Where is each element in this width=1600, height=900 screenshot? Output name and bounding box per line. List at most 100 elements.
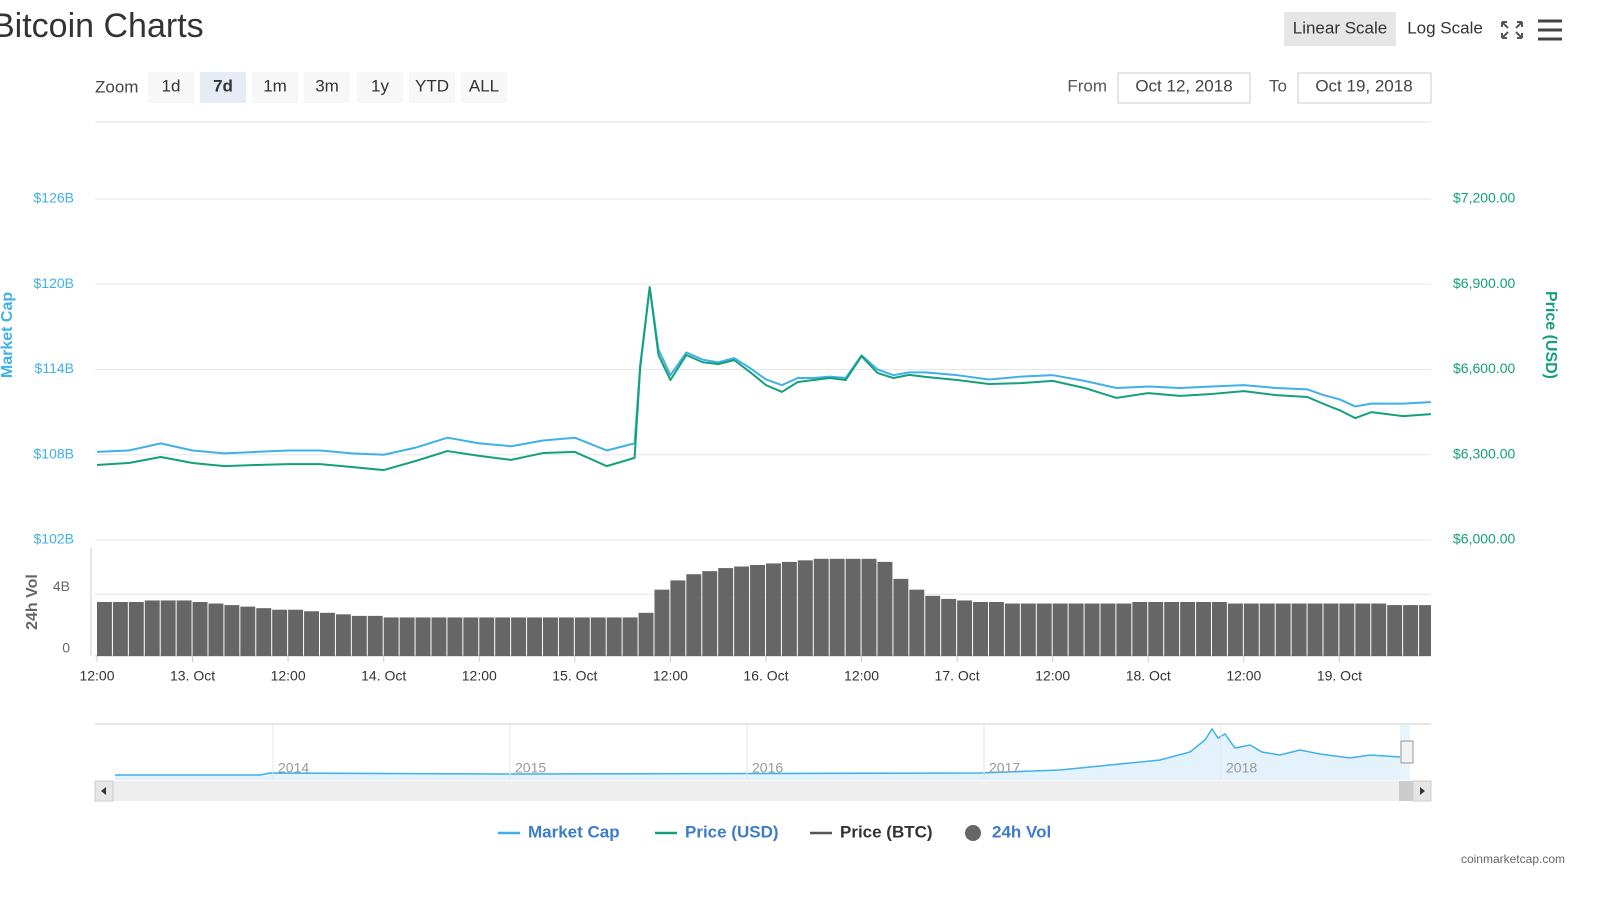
- vol-bar: [240, 606, 256, 656]
- series-line: [96, 286, 1431, 456]
- zoom-button[interactable]: 1d: [162, 76, 181, 95]
- scroll-right-arrow: [1420, 787, 1425, 795]
- vol-bar: [1211, 602, 1227, 656]
- x-tick-label: 12:00: [462, 668, 497, 684]
- zoom-button[interactable]: 1y: [371, 76, 389, 95]
- vol-bar: [734, 566, 750, 656]
- x-tick-label: 17. Oct: [935, 668, 980, 684]
- navigator-handle[interactable]: [1400, 740, 1414, 764]
- from-label: From: [1067, 76, 1107, 95]
- vol-bar: [1068, 603, 1084, 656]
- zoom-button-bg[interactable]: [357, 72, 403, 103]
- vol-bar: [1116, 603, 1132, 656]
- scale-button[interactable]: Log Scale: [1407, 18, 1483, 37]
- x-tick-label: 12:00: [844, 668, 879, 684]
- vol-bar: [1419, 605, 1431, 656]
- y-tick-label: $102B: [34, 531, 74, 547]
- zoom-button-bg[interactable]: [409, 72, 455, 103]
- vol-bar: [367, 615, 383, 656]
- legend-label[interactable]: 24h Vol: [992, 822, 1051, 841]
- x-tick-label: 12:00: [1226, 668, 1261, 684]
- plot-area: [96, 286, 1431, 656]
- y2-tick-label: $6,600.00: [1453, 360, 1515, 376]
- x-tick-label: 16. Oct: [743, 668, 788, 684]
- from-input[interactable]: [1117, 72, 1251, 104]
- navigator: [94, 723, 1432, 802]
- from-date: Oct 12, 2018: [1135, 76, 1232, 95]
- vol-bar: [399, 617, 415, 656]
- vol-bar: [112, 602, 128, 656]
- x-tick-label: 13. Oct: [170, 668, 215, 684]
- navigator-label: 2015: [515, 760, 546, 776]
- vol-bar: [1291, 603, 1307, 656]
- vol-bar: [1227, 603, 1243, 656]
- to-date: Oct 19, 2018: [1315, 76, 1412, 95]
- legend-label[interactable]: Market Cap: [528, 822, 620, 841]
- vol-bar: [957, 600, 973, 656]
- zoom-button[interactable]: 3m: [315, 76, 339, 95]
- vol-bar: [1004, 603, 1020, 656]
- zoom-button[interactable]: 1m: [263, 76, 287, 95]
- vol-bar: [1180, 602, 1196, 656]
- vol-bar: [160, 600, 176, 656]
- y-tick-label: $120B: [34, 275, 74, 291]
- zoom-button[interactable]: YTD: [415, 76, 449, 95]
- y-axis-title: Market Cap: [0, 292, 16, 378]
- vol-bar: [208, 603, 224, 656]
- navigator-label: 2017: [989, 760, 1020, 776]
- vol-bar: [272, 609, 288, 656]
- vol-bar: [829, 558, 845, 656]
- legend-marker[interactable]: [965, 825, 981, 841]
- vol-bar: [1387, 605, 1403, 656]
- x-tick-label: 12:00: [653, 668, 688, 684]
- vol-bar: [1020, 603, 1036, 656]
- vol-bar: [335, 614, 351, 656]
- to-input[interactable]: [1297, 72, 1432, 104]
- vol-bar: [1259, 603, 1275, 656]
- x-tick-label: 15. Oct: [552, 668, 597, 684]
- vol-bar: [319, 612, 335, 656]
- y2-tick-label: $7,200.00: [1453, 190, 1515, 206]
- y-tick-label: $114B: [35, 360, 74, 376]
- y2-tick-label: $6,900.00: [1453, 275, 1515, 291]
- vol-axis-title: 24h Vol: [24, 574, 41, 630]
- vol-bar: [1403, 605, 1419, 656]
- vol-bar: [1036, 603, 1052, 656]
- scrollbar-thumb[interactable]: [1399, 781, 1413, 801]
- vol-bar: [670, 580, 686, 656]
- vol-bar: [574, 617, 590, 656]
- to-label: To: [1269, 76, 1287, 95]
- zoom-button-bg[interactable]: [461, 72, 507, 103]
- zoom-button[interactable]: ALL: [469, 76, 499, 95]
- legend-label[interactable]: Price (USD): [685, 822, 779, 841]
- vol-bar: [415, 617, 431, 656]
- vol-bar: [511, 617, 527, 656]
- vol-bar: [1339, 603, 1355, 656]
- expand-icon[interactable]: [1501, 21, 1523, 39]
- zoom-button[interactable]: 7d: [213, 76, 233, 95]
- x-tick-label: 14. Oct: [361, 668, 406, 684]
- scrollbar-track[interactable]: [95, 781, 1431, 801]
- series-line: [96, 286, 1431, 472]
- y-tick-label: $108B: [34, 445, 74, 461]
- vol-bar: [925, 595, 941, 656]
- vol-bar: [351, 615, 367, 656]
- zoom-button-bg[interactable]: [252, 72, 298, 103]
- vol-bar: [463, 617, 479, 656]
- zoom-button-bg[interactable]: [148, 72, 194, 103]
- zoom-button-bg[interactable]: [200, 72, 246, 103]
- vol-bar: [1084, 603, 1100, 656]
- vol-bar: [941, 598, 957, 656]
- zoom-button-bg[interactable]: [304, 72, 350, 103]
- vol-bar: [988, 602, 1004, 656]
- y2-tick-label: $6,000.00: [1453, 531, 1515, 547]
- menu-icon[interactable]: [1538, 19, 1562, 41]
- vol-bar: [781, 561, 797, 656]
- scale-button[interactable]: Linear Scale: [1293, 18, 1388, 37]
- scale-button-bg[interactable]: [1284, 12, 1396, 46]
- legend-label[interactable]: Price (BTC): [840, 822, 933, 841]
- vol-bar: [590, 617, 606, 656]
- vol-bar: [431, 617, 447, 656]
- vol-bar: [1371, 603, 1387, 656]
